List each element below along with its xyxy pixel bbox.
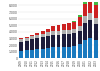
Bar: [62, 47, 66, 58]
Bar: [78, 26, 82, 31]
Bar: [35, 33, 39, 35]
Bar: [40, 31, 44, 34]
Bar: [94, 5, 98, 18]
Bar: [51, 31, 55, 35]
Bar: [56, 31, 60, 35]
Bar: [94, 2, 98, 5]
Bar: [51, 47, 55, 58]
Bar: [72, 21, 76, 22]
Bar: [19, 51, 23, 58]
Bar: [72, 29, 76, 33]
Bar: [19, 39, 23, 42]
Bar: [67, 34, 71, 47]
Bar: [72, 22, 76, 29]
Bar: [88, 0, 92, 13]
Bar: [35, 35, 39, 38]
Bar: [83, 16, 87, 23]
Bar: [94, 24, 98, 40]
Bar: [35, 38, 39, 49]
Bar: [46, 48, 50, 58]
Bar: [78, 17, 82, 26]
Bar: [35, 49, 39, 58]
Bar: [30, 39, 34, 50]
Bar: [83, 4, 87, 16]
Bar: [56, 35, 60, 47]
Bar: [46, 29, 50, 32]
Bar: [88, 13, 92, 20]
Bar: [46, 36, 50, 48]
Bar: [67, 23, 71, 30]
Bar: [94, 40, 98, 58]
Bar: [24, 38, 28, 41]
Bar: [24, 41, 28, 50]
Bar: [46, 32, 50, 36]
Bar: [83, 23, 87, 40]
Bar: [78, 31, 82, 44]
Bar: [30, 36, 34, 39]
Bar: [19, 38, 23, 39]
Bar: [72, 33, 76, 46]
Bar: [24, 37, 28, 38]
Bar: [62, 30, 66, 34]
Bar: [67, 30, 71, 34]
Bar: [24, 50, 28, 58]
Bar: [72, 46, 76, 58]
Bar: [19, 42, 23, 51]
Bar: [56, 47, 60, 58]
Bar: [83, 1, 87, 4]
Bar: [40, 37, 44, 49]
Bar: [30, 50, 34, 58]
Bar: [62, 24, 66, 30]
Bar: [51, 35, 55, 47]
Bar: [56, 25, 60, 31]
Bar: [51, 26, 55, 31]
Bar: [78, 44, 82, 58]
Bar: [88, 38, 92, 58]
Bar: [88, 20, 92, 38]
Bar: [30, 35, 34, 36]
Bar: [62, 34, 66, 47]
Bar: [67, 47, 71, 58]
Bar: [40, 49, 44, 58]
Bar: [78, 15, 82, 17]
Bar: [83, 40, 87, 58]
Bar: [94, 18, 98, 24]
Bar: [40, 34, 44, 37]
